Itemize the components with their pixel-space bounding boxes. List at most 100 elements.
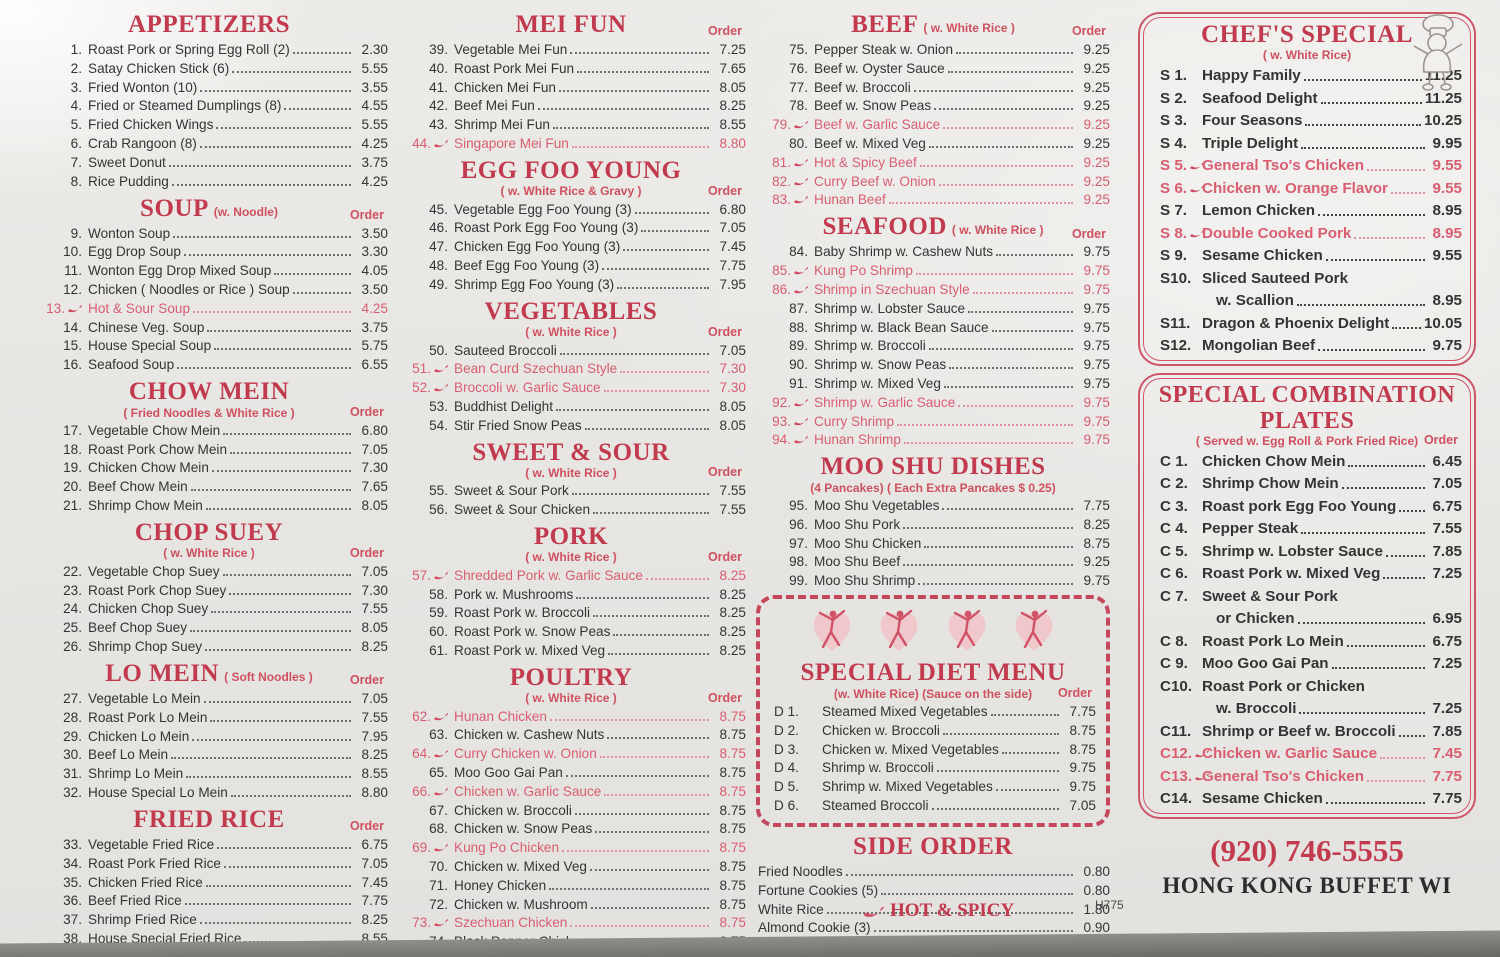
menu-item-name: Beef w. Mixed Veg xyxy=(814,136,926,152)
section-subtitle: (w. Noodle) xyxy=(213,204,278,219)
menu-item: S 2. Seafood Delight 11.25 xyxy=(1152,84,1462,107)
order-column-label: Order xyxy=(349,404,384,419)
dotted-leader xyxy=(171,757,351,760)
menu-section: SEAFOOD ( w. White Rice ) Order 84. Baby Shr… xyxy=(756,214,1110,448)
dotted-leader xyxy=(576,596,709,599)
menu-item-number: 50. xyxy=(429,342,448,358)
section-header: SPECIAL DIET MENU (w. White Rice) (Sauce … xyxy=(770,660,1096,700)
menu-item: 44. Singapore Mei Fun 8.80 xyxy=(396,132,746,151)
menu-item-name: White Rice xyxy=(758,901,824,917)
menu-item-price: 9.75 xyxy=(1083,394,1110,410)
menu-item: 61. Roast Pork w. Mixed Veg 8.25 xyxy=(396,639,746,658)
menu-item-name: Chicken w. Mixed Vegetables xyxy=(822,741,999,757)
menu-item-number-wrap: 34. xyxy=(30,856,88,871)
menu-item-name: Beef w. Snow Peas xyxy=(814,98,932,114)
dotted-leader xyxy=(571,146,709,149)
order-column-label: Order xyxy=(1071,226,1106,241)
menu-item-name: Szechuan Chicken xyxy=(454,915,568,931)
menu-item-number: 47. xyxy=(429,239,448,255)
menu-item-price: 3.75 xyxy=(361,319,388,335)
menu-item: D 2. Chicken w. Broccoli 8.75 xyxy=(770,719,1096,738)
dotted-leader xyxy=(549,887,709,890)
menu-item-price: 7.05 xyxy=(719,342,746,358)
menu-item-number: D 5. xyxy=(774,779,799,795)
menu-item-number: 71. xyxy=(429,877,448,893)
menu-item-name: Roast Pork Fried Rice xyxy=(88,855,221,871)
dotted-leader xyxy=(1385,554,1425,557)
menu-section: CHOP SUEY( w. White Rice ) Order 22. Vegeta… xyxy=(30,519,388,653)
menu-item: S 6. Chicken w. Orange Flavor 9.55 xyxy=(1152,174,1462,197)
dotted-leader xyxy=(549,718,709,721)
menu-item-number: 5. xyxy=(70,117,82,133)
menu-item-number-wrap: 72. xyxy=(396,897,454,912)
menu-item-number: 58. xyxy=(429,586,448,602)
menu-item-number-wrap: 66. xyxy=(396,784,454,799)
menu-item: 79. Beef w. Garlic Sauce 9.25 xyxy=(756,113,1110,132)
menu-item-name: Fried Chicken Wings xyxy=(88,117,214,133)
menu-item-number: 10. xyxy=(63,244,82,260)
menu-item-number: D 3. xyxy=(774,741,799,757)
menu-item-price: 8.05 xyxy=(719,79,746,95)
menu-item-number: S 2. xyxy=(1160,89,1188,107)
menu-item-name: Double Cooked Pork xyxy=(1202,224,1352,242)
menu-item-price: 2.30 xyxy=(361,42,388,58)
menu-item-name: General Tso's Chicken xyxy=(1202,767,1365,785)
menu-item-number: 78. xyxy=(789,98,808,114)
menu-item-name: Curry Chicken w. Onion xyxy=(454,746,597,762)
menu-item-name: Roast Pork Lo Mein xyxy=(88,709,208,725)
menu-item-number: 64. xyxy=(412,746,431,762)
section-header: MOO SHU DISHES (4 Pancakes) ( Each Extra … xyxy=(756,454,1110,494)
menu-item: 76. Beef w. Oyster Sauce 9.25 xyxy=(756,57,1110,76)
menu-item-name: Shrimp w. Broccoli xyxy=(814,338,926,354)
menu-item-number: 48. xyxy=(429,258,448,274)
menu-item-number-wrap: C 3. xyxy=(1152,498,1202,515)
dotted-leader xyxy=(1297,622,1425,625)
dotted-leader xyxy=(956,52,1073,55)
menu-item-name: Fortune Cookies (5) xyxy=(758,882,879,898)
menu-item-number-wrap: 17. xyxy=(30,423,88,438)
menu-item-name: Fried Noodles xyxy=(758,863,843,879)
dotted-leader xyxy=(1305,124,1421,127)
menu-item: 11. Wonton Egg Drop Mixed Soup 4.05 xyxy=(30,259,388,278)
dotted-leader xyxy=(211,611,351,614)
menu-item-number: 18. xyxy=(63,441,82,457)
menu-item: 68. Chicken w. Snow Peas 8.75 xyxy=(396,818,746,836)
menu-item: 72. Chicken w. Mushroom 8.75 xyxy=(396,893,746,912)
menu-item-number: 53. xyxy=(429,398,448,414)
menu-item: 69. Kung Po Chicken 8.75 xyxy=(396,836,746,855)
menu-item-number: 80. xyxy=(789,136,808,152)
menu-item: 81. Hot & Spicy Beef 9.25 xyxy=(756,151,1110,170)
menu-item-price: 9.75 xyxy=(1083,413,1110,429)
menu-item-number-wrap: 13. xyxy=(30,301,88,316)
dotted-leader xyxy=(1341,487,1425,490)
menu-item-name: Shrimp Chow Mein xyxy=(88,498,203,514)
section-title: SPECIAL COMBINATION PLATES xyxy=(1158,382,1456,434)
menu-section: POULTRY( w. White Rice ) Order 62. Hunan Ch… xyxy=(396,664,746,949)
menu-item-price: 3.30 xyxy=(361,244,388,260)
menu-item-name-line2: w. Broccoli xyxy=(1216,700,1297,718)
menu-item: S 4. Triple Delight 9.95 xyxy=(1152,129,1462,152)
order-column-label: Order xyxy=(349,673,384,688)
dotted-leader xyxy=(537,108,709,111)
menu-item-number: 61. xyxy=(429,642,448,658)
menu-item-number-wrap: 41. xyxy=(396,80,454,95)
menu-item-number-wrap: 77. xyxy=(756,80,814,95)
hot-spicy-legend: HOT & SPICY xyxy=(860,900,1014,922)
menu-item-number: 1. xyxy=(70,42,82,58)
dotted-leader xyxy=(214,348,351,351)
phone-number: (920) 746-5555 xyxy=(1210,833,1404,869)
menu-item-number: 63. xyxy=(429,727,448,743)
menu-item-price: 7.55 xyxy=(1432,520,1462,538)
menu-item-name: Roast Pork w. Broccoli xyxy=(454,605,590,621)
menu-item-number: C 5. xyxy=(1160,542,1188,560)
dotted-leader xyxy=(192,738,351,741)
menu-item: 94. Hunan Shrimp 9.75 xyxy=(756,429,1110,447)
menu-item-continued: w. Scallion 8.95 xyxy=(1152,287,1462,309)
dotted-leader xyxy=(826,911,1073,914)
menu-item-number-wrap: 61. xyxy=(396,643,454,658)
menu-item-price: 6.80 xyxy=(361,422,388,438)
menu-item-number: 17. xyxy=(63,422,82,438)
menu-item-number: 62. xyxy=(412,708,431,724)
section-subtitle: ( w. White Rice) xyxy=(1262,48,1352,63)
dotted-leader xyxy=(1301,532,1425,535)
